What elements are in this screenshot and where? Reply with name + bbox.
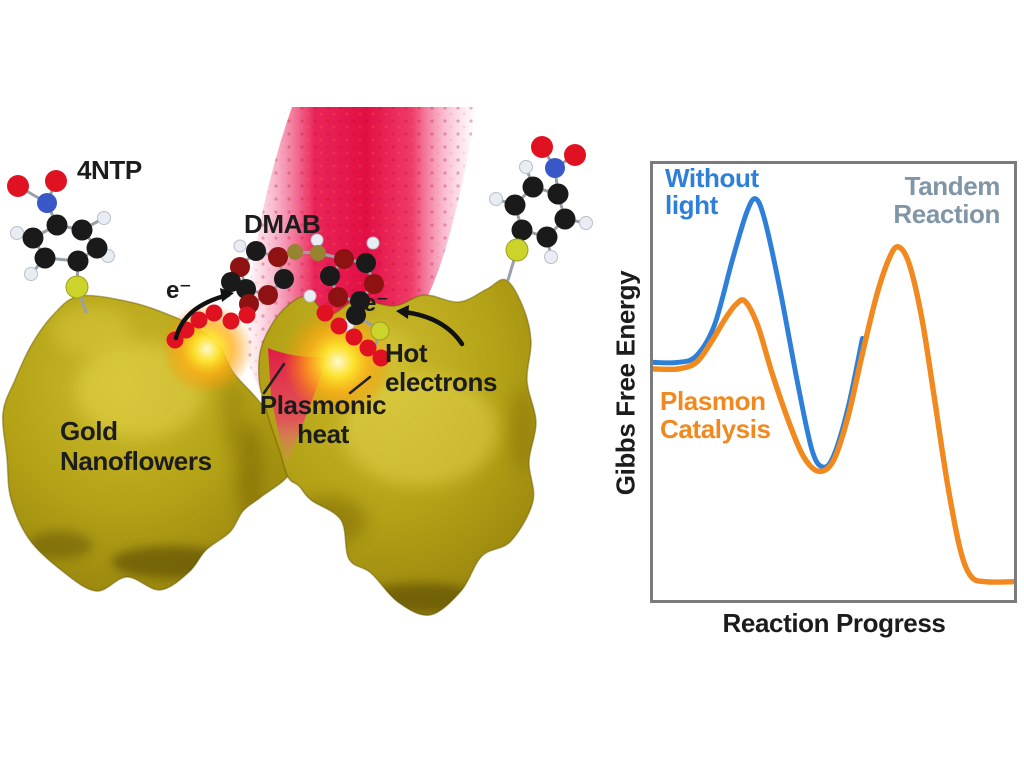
- electron-arrow-right: [396, 305, 465, 347]
- label-gold-nanoflowers: Gold Nanoflowers: [60, 416, 212, 476]
- electron-arrow-left: [173, 288, 234, 341]
- label-hot-electrons: Hot electrons: [385, 338, 498, 398]
- hot-electron-dots-right: [316, 304, 390, 367]
- label-electron-right: e⁻: [363, 290, 389, 317]
- molecule-dmab: [221, 233, 390, 352]
- annotation-tandem-reaction: Tandem Reaction: [893, 171, 1000, 230]
- label-dmab: DMAB: [244, 209, 321, 239]
- energy-curves: [653, 196, 1014, 585]
- y-axis-label: Gibbs Free Energy: [610, 270, 641, 495]
- curve-plasmon-catalysis-tandem-reaction-lowered-first-barrier: [653, 244, 1014, 585]
- hot-spot-glow-right: [283, 307, 393, 417]
- annotation-without-light: Without light: [665, 163, 759, 221]
- molecule-4ntp-right: [489, 136, 593, 282]
- x-axis-label: Reaction Progress: [722, 608, 946, 638]
- energy-diagram-plot-area: [650, 161, 1017, 603]
- molecule-4ntp-left: [7, 170, 115, 314]
- label-plasmonic-heat: Plasmonic heat: [259, 390, 387, 449]
- annotation-plasmon-catalysis: Plasmon Catalysis: [660, 386, 771, 445]
- label-pointer-lines: [262, 362, 372, 395]
- label-electron-left: e⁻: [166, 277, 192, 304]
- label-4ntp: 4NTP: [77, 155, 142, 185]
